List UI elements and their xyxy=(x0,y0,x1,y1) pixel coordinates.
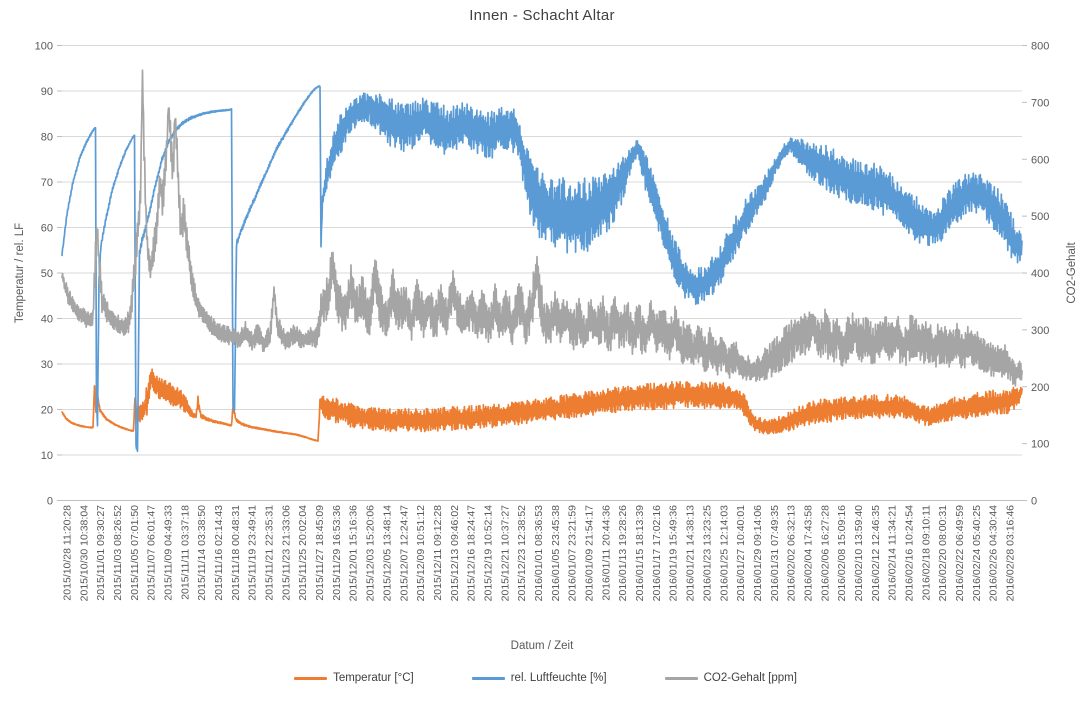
x-axis-tick-label: 2016/01/25 12:14:03 xyxy=(718,505,730,602)
x-axis-tick-label: 2016/01/11 20:44:36 xyxy=(600,505,612,601)
x-axis-tick-label: 2016/01/13 19:28:26 xyxy=(617,505,629,602)
x-axis-tick-label: 2015/10/30 10:38:04 xyxy=(78,505,90,602)
y-axis-left-tick-label: 30 xyxy=(41,359,53,371)
y-axis-right-tick-label: 200 xyxy=(1031,382,1049,394)
x-axis-tick-label: 2016/01/29 09:14:06 xyxy=(752,505,764,602)
x-axis-tick-label: 2015/12/01 15:16:36 xyxy=(348,505,360,602)
x-axis-tick-label: 2016/02/10 13:59:40 xyxy=(853,505,865,602)
x-axis-tick-label: 2015/11/05 07:01:50 xyxy=(129,505,141,601)
x-axis-tick-label: 2016/02/16 10:24:54 xyxy=(904,505,916,602)
x-axis-tick-label: 2015/11/25 20:02:04 xyxy=(297,505,309,601)
x-axis-tick-label: 2015/11/21 22:35:31 xyxy=(264,505,276,601)
x-axis-tick-label: 2016/01/27 10:40:01 xyxy=(735,505,747,602)
x-axis-tick-label: 2016/02/26 04:30:44 xyxy=(988,505,1000,602)
x-axis-tick-label: 2015/12/23 12:38:52 xyxy=(516,505,528,602)
x-axis-tick-label: 2016/02/20 08:00:31 xyxy=(937,505,949,602)
y-axis-right-tick-label: 500 xyxy=(1031,211,1049,223)
x-axis-tick-label: 2015/11/11 03:37:18 xyxy=(179,505,191,600)
x-axis-tick-label: 2016/02/18 09:10:11 xyxy=(920,505,932,601)
y-axis-left-tick-label: 50 xyxy=(41,268,53,280)
chart-title: Innen - Schacht Altar xyxy=(469,7,615,24)
x-axis-tick-label: 2016/02/14 11:34:21 xyxy=(887,505,899,601)
x-axis-tick-label: 2015/12/21 10:37:27 xyxy=(499,505,511,602)
x-axis-tick-label: 2016/02/08 15:09:16 xyxy=(836,505,848,602)
x-axis-tick-label: 2016/02/28 03:16:46 xyxy=(1005,505,1017,602)
y-axis-left-tick-label: 0 xyxy=(47,496,53,508)
legend-swatch-icon xyxy=(471,676,505,680)
x-axis-tick-label: 2015/12/07 12:24:47 xyxy=(398,505,410,602)
x-axis-tick-label: 2015/11/01 09:30:27 xyxy=(95,505,107,601)
x-axis-tick-label: 2015/12/19 10:52:14 xyxy=(483,505,495,602)
x-axis-tick-label: 2015/11/16 02:14:43 xyxy=(213,505,225,601)
x-axis-tick-label: 2015/12/09 10:51:12 xyxy=(415,505,427,602)
x-axis-tick-label: 2015/12/05 13:48:14 xyxy=(381,505,393,602)
x-axis-tick-label: 2015/11/29 16:53:36 xyxy=(331,505,343,601)
y-axis-left-tick-label: 20 xyxy=(41,405,53,417)
y-axis-right-tick-label: 0 xyxy=(1031,496,1037,508)
x-axis-tick-label: 2016/02/12 12:46:35 xyxy=(870,505,882,602)
x-axis-title: Datum / Zeit xyxy=(510,640,574,652)
x-axis-tick-label: 2016/02/06 16:27:28 xyxy=(819,505,831,602)
y-axis-right-tick-label: 300 xyxy=(1031,325,1049,337)
x-axis-tick-label: 2015/11/18 00:48:31 xyxy=(230,505,242,601)
legend-item-2[interactable]: CO2-Gehalt [ppm] xyxy=(664,672,797,684)
y-axis-left-tick-label: 10 xyxy=(41,450,53,462)
y-axis-left-tick-label: 40 xyxy=(41,314,53,326)
x-axis-tick-label: 2015/11/27 18:45:09 xyxy=(314,505,326,601)
legend-item-1[interactable]: rel. Luftfeuchte [%] xyxy=(471,672,607,684)
x-axis-tick-label: 2015/12/11 09:12:28 xyxy=(432,505,444,601)
y-axis-right-tick-label: 800 xyxy=(1031,41,1049,53)
x-axis-tick-label: 2016/01/05 23:45:38 xyxy=(550,505,562,602)
x-axis-tick-label: 2015/12/03 15:20:06 xyxy=(365,505,377,602)
x-axis-tick-label: 2015/11/09 04:49:33 xyxy=(163,505,175,601)
series-line-1 xyxy=(61,85,1023,453)
x-axis-tick-label: 2015/11/19 23:49:41 xyxy=(247,505,259,601)
y-axis-right-tick-label: 100 xyxy=(1031,439,1049,451)
y-axis-right-tick-label: 700 xyxy=(1031,97,1049,109)
x-axis-tick-label: 2016/02/02 06:32:13 xyxy=(786,505,798,602)
legend-swatch-icon xyxy=(294,676,328,680)
x-axis-tick-label: 2015/11/07 06:01:47 xyxy=(146,505,158,601)
x-axis-tick-label: 2015/11/03 08:26:52 xyxy=(112,505,124,601)
x-axis-tick-label: 2016/01/15 18:13:39 xyxy=(634,505,646,602)
x-axis-tick-label: 2016/02/04 17:43:58 xyxy=(803,505,815,602)
x-axis-tick-label: 2015/11/23 21:33:06 xyxy=(280,505,292,601)
series-line-0 xyxy=(61,368,1023,442)
y-axis-left-tick-label: 100 xyxy=(35,41,53,53)
x-axis-tick-label: 2016/01/01 08:36:53 xyxy=(533,505,545,602)
legend-item-0[interactable]: Temperatur [°C] xyxy=(294,672,414,684)
legend-label: rel. Luftfeuchte [%] xyxy=(510,672,607,684)
y-axis-left-tick-label: 60 xyxy=(41,223,53,235)
legend-label: CO2-Gehalt [ppm] xyxy=(703,672,797,684)
legend: Temperatur [°C] rel. Luftfeuchte [%] CO2-G… xyxy=(0,672,1091,684)
series-line-2 xyxy=(61,69,1023,387)
x-axis-tick-label: 2015/12/16 18:24:47 xyxy=(466,505,478,602)
x-axis-tick-label: 2016/01/19 15:49:36 xyxy=(668,505,680,602)
x-axis-tick-label: 2016/02/24 05:40:25 xyxy=(971,505,983,602)
x-axis-tick-label: 2016/01/31 07:49:35 xyxy=(769,505,781,602)
y-axis-right-tick-label: 400 xyxy=(1031,268,1049,280)
legend-swatch-icon xyxy=(664,676,698,680)
x-axis-tick-label: 2016/01/17 17:02:16 xyxy=(651,505,663,602)
x-axis-tick-label: 2015/11/14 03:38:50 xyxy=(196,505,208,601)
x-axis-tick-label: 2016/01/09 21:54:17 xyxy=(584,505,596,602)
x-axis-tick-label: 2016/02/22 06:49:59 xyxy=(954,505,966,602)
y-axis-left-tick-label: 70 xyxy=(41,177,53,189)
x-axis-tick-label: 2015/10/28 11:20:28 xyxy=(61,505,73,601)
legend-label: Temperatur [°C] xyxy=(333,672,414,684)
x-axis-tick-label: 2016/01/23 13:23:25 xyxy=(701,505,713,602)
y-axis-left-tick-label: 90 xyxy=(41,86,53,98)
x-axis-tick-label: 2015/12/13 09:46:02 xyxy=(449,505,461,602)
y-axis-right-tick-label: 600 xyxy=(1031,154,1049,166)
x-axis-tick-label: 2016/01/07 23:21:59 xyxy=(567,505,579,602)
x-axis-tick-label: 2016/01/21 14:38:13 xyxy=(685,505,697,602)
y-axis-left-tick-label: 80 xyxy=(41,132,53,144)
